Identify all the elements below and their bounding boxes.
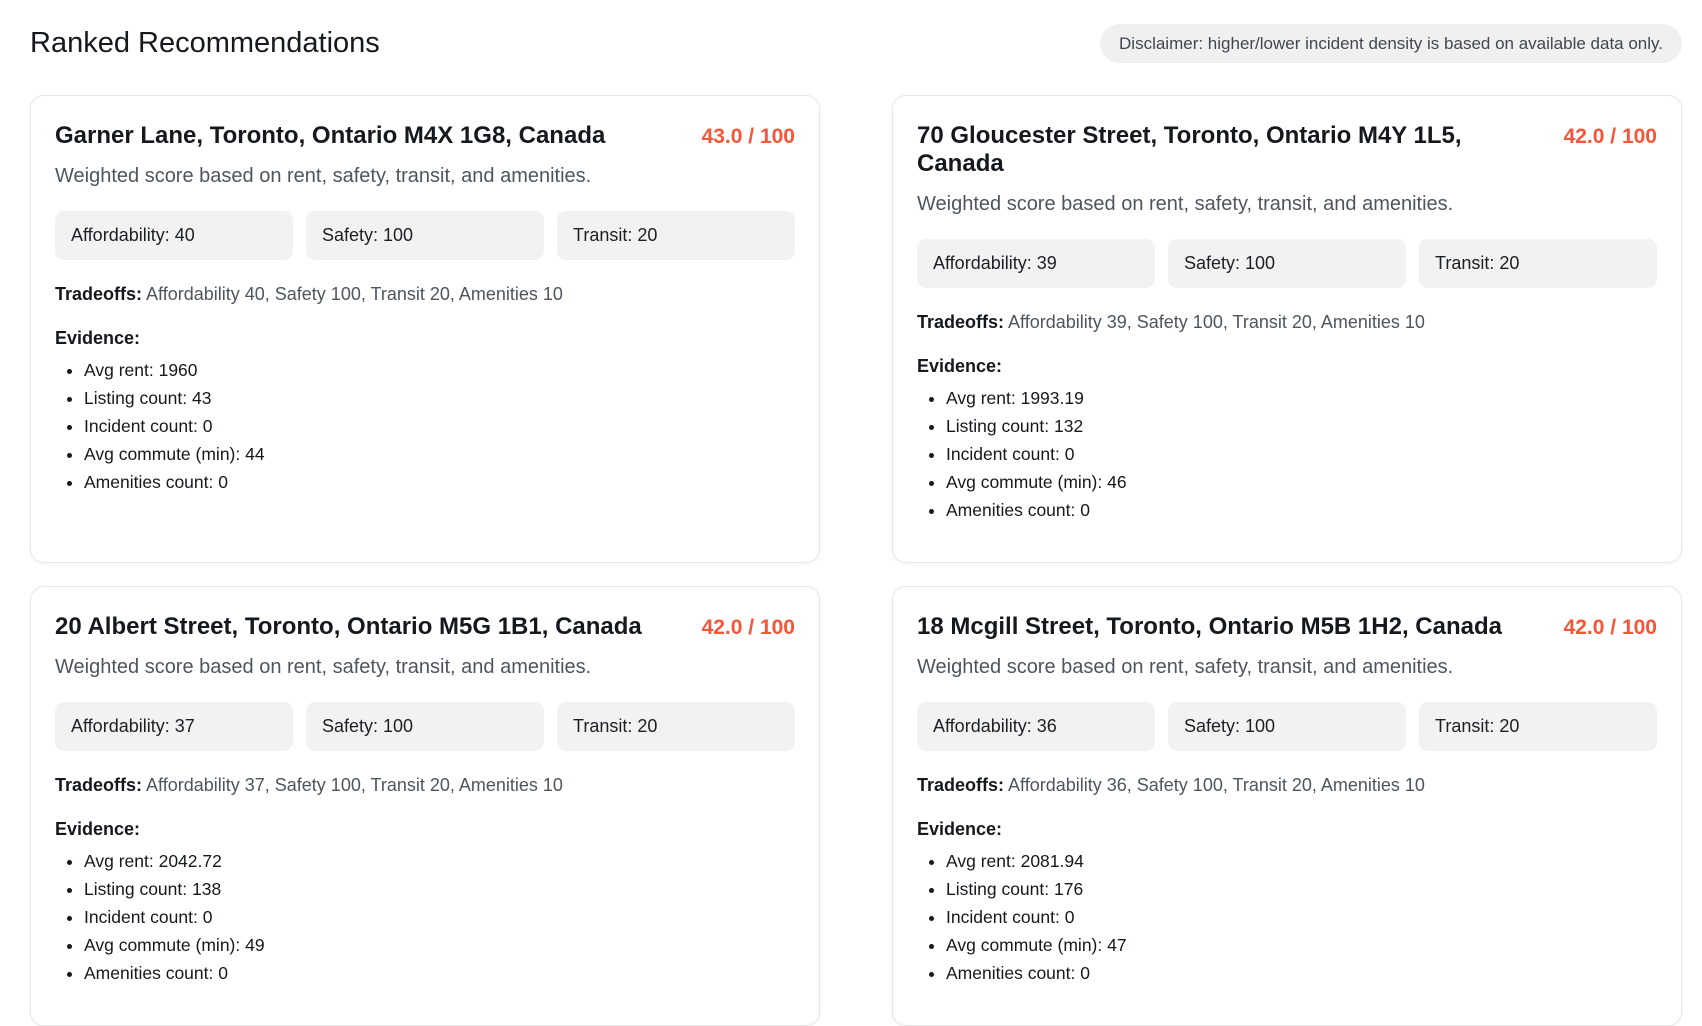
card-header: 70 Gloucester Street, Toronto, Ontario M…	[917, 122, 1657, 178]
transit-badge: Transit: 20	[1419, 702, 1657, 751]
transit-badge: Transit: 20	[557, 702, 795, 751]
score-badge: 43.0 / 100	[701, 125, 795, 148]
evidence-item: Amenities count: 0	[84, 963, 795, 984]
evidence-list: Avg rent: 1960 Listing count: 43 Inciden…	[55, 360, 795, 493]
tradeoffs-value: Affordability 39, Safety 100, Transit 20…	[1008, 312, 1425, 332]
evidence-item: Avg commute (min): 49	[84, 935, 795, 956]
evidence-item: Avg rent: 1960	[84, 360, 795, 381]
card-address: 18 Mcgill Street, Toronto, Ontario M5B 1…	[917, 613, 1502, 640]
tradeoffs-line: Tradeoffs: Affordability 39, Safety 100,…	[917, 312, 1657, 333]
safety-badge: Safety: 100	[306, 211, 544, 260]
affordability-badge: Affordability: 37	[55, 702, 293, 751]
recommendation-card: 70 Gloucester Street, Toronto, Ontario M…	[892, 95, 1682, 563]
recommendation-grid: Garner Lane, Toronto, Ontario M4X 1G8, C…	[30, 95, 1682, 1026]
tradeoffs-line: Tradeoffs: Affordability 40, Safety 100,…	[55, 284, 795, 305]
score-badge: 42.0 / 100	[1563, 125, 1657, 148]
tradeoffs-line: Tradeoffs: Affordability 36, Safety 100,…	[917, 775, 1657, 796]
card-subtitle: Weighted score based on rent, safety, tr…	[55, 656, 592, 678]
card-subtitle: Weighted score based on rent, safety, tr…	[917, 193, 1454, 215]
evidence-heading: Evidence:	[917, 356, 1003, 376]
tradeoffs-label: Tradeoffs:	[55, 284, 143, 304]
metric-badges: Affordability: 36 Safety: 100 Transit: 2…	[917, 702, 1657, 751]
evidence-item: Incident count: 0	[84, 416, 795, 437]
recommendation-card: 20 Albert Street, Toronto, Ontario M5G 1…	[30, 586, 820, 1026]
evidence-heading: Evidence:	[917, 819, 1003, 839]
affordability-badge: Affordability: 36	[917, 702, 1155, 751]
tradeoffs-label: Tradeoffs:	[917, 775, 1005, 795]
card-subtitle: Weighted score based on rent, safety, tr…	[55, 165, 592, 187]
evidence-item: Amenities count: 0	[84, 472, 795, 493]
evidence-item: Amenities count: 0	[946, 963, 1657, 984]
evidence-item: Listing count: 176	[946, 879, 1657, 900]
evidence-list: Avg rent: 2081.94 Listing count: 176 Inc…	[917, 851, 1657, 984]
evidence-item: Avg commute (min): 44	[84, 444, 795, 465]
evidence-item: Avg rent: 2042.72	[84, 851, 795, 872]
evidence-item: Listing count: 138	[84, 879, 795, 900]
card-address: 70 Gloucester Street, Toronto, Ontario M…	[917, 122, 1462, 177]
evidence-item: Incident count: 0	[946, 444, 1657, 465]
card-address: Garner Lane, Toronto, Ontario M4X 1G8, C…	[55, 122, 606, 149]
transit-badge: Transit: 20	[557, 211, 795, 260]
disclaimer-badge: Disclaimer: higher/lower incident densit…	[1100, 24, 1682, 63]
card-header: 20 Albert Street, Toronto, Ontario M5G 1…	[55, 613, 795, 641]
affordability-badge: Affordability: 39	[917, 239, 1155, 288]
recommendation-card: Garner Lane, Toronto, Ontario M4X 1G8, C…	[30, 95, 820, 563]
page-header: Ranked Recommendations Disclaimer: highe…	[30, 16, 1682, 63]
evidence-item: Listing count: 43	[84, 388, 795, 409]
evidence-heading: Evidence:	[55, 328, 141, 348]
tradeoffs-value: Affordability 40, Safety 100, Transit 20…	[146, 284, 563, 304]
tradeoffs-label: Tradeoffs:	[917, 312, 1005, 332]
evidence-item: Incident count: 0	[946, 907, 1657, 928]
card-header: Garner Lane, Toronto, Ontario M4X 1G8, C…	[55, 122, 795, 150]
metric-badges: Affordability: 37 Safety: 100 Transit: 2…	[55, 702, 795, 751]
evidence-item: Listing count: 132	[946, 416, 1657, 437]
evidence-heading: Evidence:	[55, 819, 141, 839]
evidence-item: Avg commute (min): 46	[946, 472, 1657, 493]
score-badge: 42.0 / 100	[701, 616, 795, 639]
evidence-item: Avg commute (min): 47	[946, 935, 1657, 956]
tradeoffs-line: Tradeoffs: Affordability 37, Safety 100,…	[55, 775, 795, 796]
metric-badges: Affordability: 40 Safety: 100 Transit: 2…	[55, 211, 795, 260]
safety-badge: Safety: 100	[306, 702, 544, 751]
recommendation-card: 18 Mcgill Street, Toronto, Ontario M5B 1…	[892, 586, 1682, 1026]
affordability-badge: Affordability: 40	[55, 211, 293, 260]
card-address: 20 Albert Street, Toronto, Ontario M5G 1…	[55, 613, 642, 640]
card-header: 18 Mcgill Street, Toronto, Ontario M5B 1…	[917, 613, 1657, 641]
tradeoffs-label: Tradeoffs:	[55, 775, 143, 795]
evidence-item: Incident count: 0	[84, 907, 795, 928]
metric-badges: Affordability: 39 Safety: 100 Transit: 2…	[917, 239, 1657, 288]
tradeoffs-value: Affordability 36, Safety 100, Transit 20…	[1008, 775, 1425, 795]
page-title: Ranked Recommendations	[30, 27, 380, 59]
tradeoffs-value: Affordability 37, Safety 100, Transit 20…	[146, 775, 563, 795]
evidence-item: Avg rent: 1993.19	[946, 388, 1657, 409]
evidence-list: Avg rent: 2042.72 Listing count: 138 Inc…	[55, 851, 795, 984]
score-badge: 42.0 / 100	[1563, 616, 1657, 639]
evidence-item: Amenities count: 0	[946, 500, 1657, 521]
evidence-list: Avg rent: 1993.19 Listing count: 132 Inc…	[917, 388, 1657, 521]
safety-badge: Safety: 100	[1168, 239, 1406, 288]
safety-badge: Safety: 100	[1168, 702, 1406, 751]
card-subtitle: Weighted score based on rent, safety, tr…	[917, 656, 1454, 678]
transit-badge: Transit: 20	[1419, 239, 1657, 288]
evidence-item: Avg rent: 2081.94	[946, 851, 1657, 872]
